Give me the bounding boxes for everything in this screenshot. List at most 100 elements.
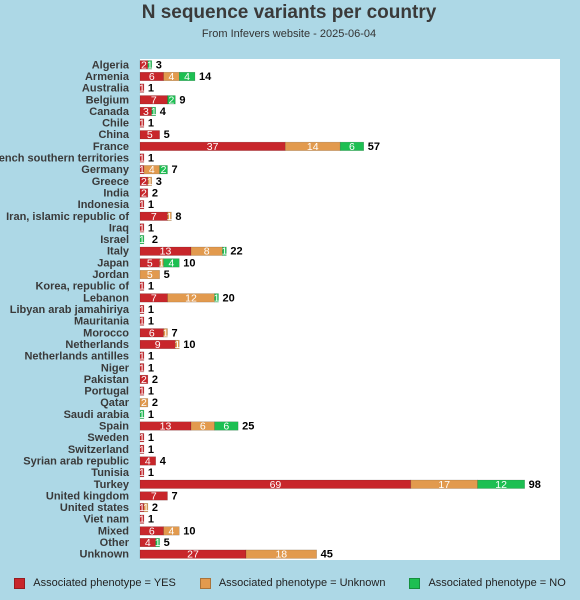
segment-label: 1 [139,222,145,234]
category-label: Algeria [92,59,130,71]
segment-label: 1 [139,514,145,526]
segment-label: 2 [168,94,174,106]
category-label: Portugal [84,386,129,398]
total-label: 10 [183,525,195,537]
bar-segment [139,491,168,501]
bar-segment [214,293,219,303]
legend-item-no: Associated phenotype = NO [409,577,566,589]
segment-label: 2 [141,374,147,386]
bar-segment [167,211,172,221]
segment-label: 69 [270,479,282,491]
bar-segment [139,235,145,245]
bar-segment [139,363,145,373]
total-label: 1 [148,514,154,526]
chart-title: N sequence variants per country [141,2,437,23]
category-label: Lebanon [83,292,129,304]
bar-segment [139,374,149,384]
bar-segment [139,316,145,326]
total-label: 1 [148,118,154,130]
total-label: 8 [175,211,181,223]
bar-segment [139,223,145,233]
category-label: Indonesia [78,199,130,211]
total-label: 2 [152,234,158,246]
total-label: 20 [223,292,235,304]
total-label: 7 [171,490,177,502]
total-label: 5 [164,537,170,549]
category-label: Netherlands antilles [24,351,129,363]
legend: Associated phenotype = YES Associated ph… [0,574,580,592]
segment-label: 2 [141,397,147,409]
total-label: 98 [529,479,541,491]
category-label: Iraq [109,222,129,234]
category-label: Unknown [80,549,130,561]
segment-label: 6 [149,327,155,339]
segment-label: 6 [149,525,155,537]
segment-label: 1 [139,83,145,95]
segment-label: 7 [151,94,157,106]
segment-label: 13 [160,246,172,258]
segment-label: 1 [221,246,227,258]
bar-segment [139,351,145,361]
category-label: Korea, republic of [35,281,129,293]
bar-segment [214,421,239,431]
segment-label: 17 [438,479,450,491]
segment-label: 1 [139,409,145,421]
category-label: Switzerland [68,444,129,456]
segment-label: 7 [151,490,157,502]
bar-segment [163,258,180,268]
segment-label: 6 [200,421,206,433]
bar-segment [139,398,149,408]
segment-label: 4 [149,164,155,176]
segment-label: 14 [307,141,319,153]
total-label: 3 [156,176,162,188]
total-label: 1 [148,351,154,363]
total-label: 3 [156,59,162,71]
segment-label: 1 [174,339,180,351]
category-label: Saudi arabia [64,409,130,421]
segment-label: 1 [151,106,157,118]
category-label: China [98,129,129,141]
segment-label: 6 [149,71,155,83]
segment-label: 2 [141,176,147,188]
category-label: Libyan arab jamahiriya [10,304,130,316]
bar-segment [139,386,145,396]
bar-segment [139,444,145,454]
total-label: 10 [183,257,195,269]
bar-segment [175,339,180,349]
segment-label: 4 [168,257,174,269]
bar-segment [163,328,168,338]
bar-segment [147,60,153,70]
total-label: 1 [148,304,154,316]
category-label: Sweden [87,432,129,444]
category-label: Italy [107,246,130,258]
segment-label: 1 [147,59,153,71]
legend-swatch-no [409,577,421,589]
segment-label: 1 [167,211,173,223]
legend-label-no: Associated phenotype = NO [428,577,566,589]
total-label: 1 [148,153,154,165]
segment-label: 1 [139,118,145,130]
category-label: France [93,141,129,153]
segment-label: 5 [147,257,153,269]
category-label: Mixed [98,525,129,537]
segment-label: 9 [155,339,161,351]
category-label: Qatar [100,397,129,409]
segment-label: 7 [151,211,157,223]
category-label: Mauritania [74,316,130,328]
segment-label: 1 [139,432,145,444]
category-label: Germany [81,164,130,176]
segment-label: 1 [214,292,220,304]
category-label: Canada [89,106,130,118]
legend-label-unknown: Associated phenotype = Unknown [218,577,386,589]
total-label: 14 [199,71,212,83]
bar-segment [139,514,145,524]
bar-segment [339,141,364,151]
bar-segment [222,246,227,256]
total-label: 22 [230,246,242,258]
total-label: 1 [148,432,154,444]
segment-label: 1 [139,199,145,211]
segment-label: 2 [141,59,147,71]
total-label: 2 [152,187,158,199]
segment-label: 4 [145,537,151,549]
bar-segment [147,176,153,186]
